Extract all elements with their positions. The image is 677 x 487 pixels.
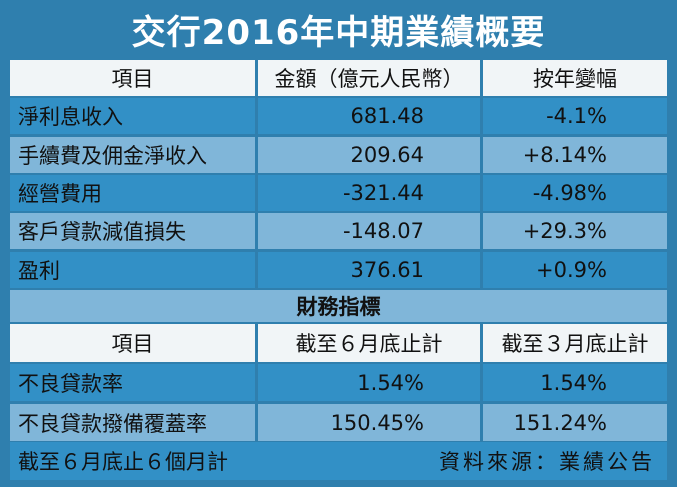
header-cell: 項目: [10, 324, 255, 362]
section-title: 財務指標: [10, 290, 667, 322]
header-cell: 截至６月底止計: [258, 324, 480, 362]
table-cell: -4.98%: [483, 175, 667, 211]
table-cell: 1.54%: [258, 364, 480, 401]
table-cell: 1.54%: [483, 364, 667, 401]
table-cell: 151.24%: [483, 404, 667, 441]
table-cell: +0.9%: [483, 252, 667, 288]
table-cell: 681.48: [258, 98, 480, 134]
header-cell: 截至３月底止計: [483, 324, 667, 362]
table-cell: -148.07: [258, 213, 480, 249]
table-cell: 手續費及佣金淨收入: [10, 137, 255, 173]
header-cell: 按年變幅: [483, 60, 667, 96]
table-cell: +8.14%: [483, 137, 667, 173]
title: 交行2016年中期業績概要: [131, 12, 546, 53]
header-cell: 項目: [10, 60, 255, 96]
footer-note: 截至６月底止６個月計: [10, 442, 390, 480]
table-cell: 376.61: [258, 252, 480, 288]
table-cell: -321.44: [258, 175, 480, 211]
table-cell: 150.45%: [258, 404, 480, 441]
table-cell: 盈利: [10, 252, 255, 288]
table-cell: 不良貸款撥備覆蓋率: [10, 404, 255, 441]
table-cell: 不良貸款率: [10, 364, 255, 401]
table-cell: 209.64: [258, 137, 480, 173]
table-cell: -4.1%: [483, 98, 667, 134]
header-cell: 金額（億元人民幣）: [258, 60, 480, 96]
table-cell: 經營費用: [10, 175, 255, 211]
table-cell: 客戶貸款減值損失: [10, 213, 255, 249]
table-cell: +29.3%: [483, 213, 667, 249]
table-cell: 淨利息收入: [10, 98, 255, 134]
footer-source: 資料來源：業績公告: [390, 442, 667, 480]
